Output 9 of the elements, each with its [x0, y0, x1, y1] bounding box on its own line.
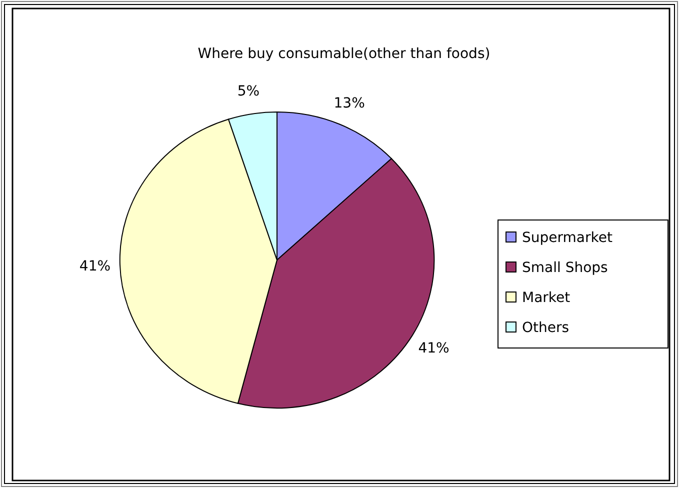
data-label: 41% [418, 340, 450, 356]
legend-label: Supermarket [522, 230, 613, 246]
data-label: 13% [334, 95, 365, 112]
legend-label: Small Shops [522, 260, 608, 276]
legend-label: Others [522, 320, 570, 336]
data-label: 41% [79, 258, 111, 274]
legend-label: Market [522, 290, 571, 306]
data-label: 5% [237, 83, 260, 100]
chart-title: Where buy consumable(other than foods) [198, 46, 490, 62]
